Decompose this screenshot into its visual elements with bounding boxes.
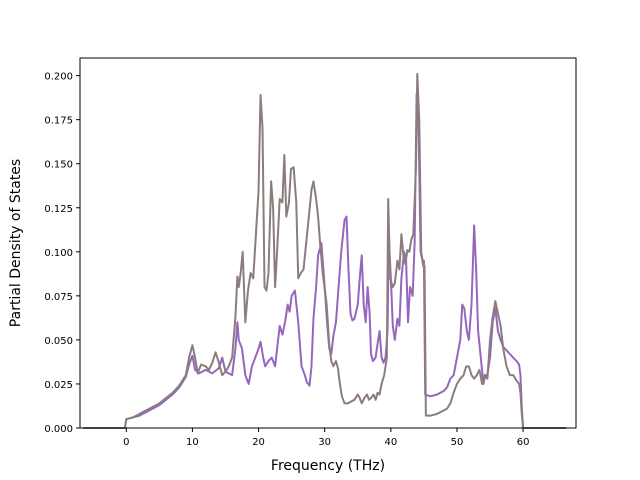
- series-line-2: [83, 72, 567, 429]
- plot-frame: [79, 57, 577, 429]
- y-tick-label: 0.000: [44, 424, 73, 435]
- x-tick-label: 30: [318, 437, 331, 448]
- y-tick-label: 0.050: [44, 336, 73, 347]
- x-tick-label: 60: [517, 437, 530, 448]
- y-tick-label: 0.100: [44, 248, 73, 259]
- x-tick-label: 40: [384, 437, 397, 448]
- x-axis-title: Frequency (THz): [271, 458, 385, 474]
- series-layer: [83, 72, 567, 429]
- y-axis-ticks: 0.000 0.025 0.050 0.075 0.100 0.125 0.150 0.175…: [44, 72, 80, 435]
- y-tick-label: 0.125: [44, 204, 73, 215]
- x-axis-ticks: 0 10 20 30 40 50 60: [123, 428, 529, 448]
- y-axis-title: Partial Density of States: [8, 159, 24, 327]
- y-tick-label: 0.075: [44, 292, 73, 303]
- y-tick-label: 0.200: [44, 72, 73, 83]
- x-tick-label: 0: [123, 437, 129, 448]
- y-tick-label: 0.025: [44, 380, 73, 391]
- x-tick-label: 20: [252, 437, 265, 448]
- y-tick-label: 0.150: [44, 160, 73, 171]
- plot-background: [80, 58, 576, 428]
- x-tick-label: 10: [186, 437, 199, 448]
- y-tick-label: 0.175: [44, 116, 73, 127]
- series-line-1: [83, 92, 567, 429]
- x-tick-label: 50: [451, 437, 464, 448]
